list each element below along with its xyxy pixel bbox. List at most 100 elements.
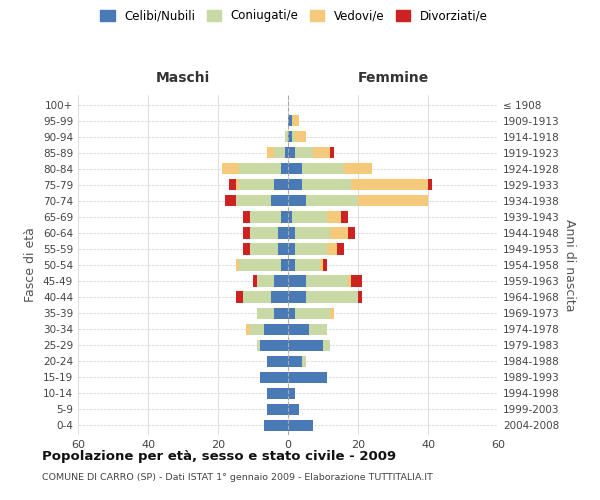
Bar	[288, 324, 309, 335]
Bar	[288, 388, 295, 399]
Bar	[267, 147, 274, 158]
Bar	[267, 388, 288, 399]
Bar	[428, 179, 431, 190]
Bar	[271, 292, 288, 302]
Bar	[239, 163, 281, 174]
Bar	[288, 340, 323, 351]
Text: COMUNE DI CARRO (SP) - Dati ISTAT 1° gennaio 2009 - Elaborazione TUTTITALIA.IT: COMUNE DI CARRO (SP) - Dati ISTAT 1° gen…	[42, 472, 433, 482]
Bar	[341, 212, 347, 222]
Bar	[302, 179, 351, 190]
Bar	[277, 244, 288, 254]
Bar	[288, 228, 295, 238]
Bar	[288, 212, 292, 222]
Bar	[330, 147, 334, 158]
Bar	[288, 308, 295, 318]
Bar	[295, 260, 320, 270]
Bar	[337, 244, 344, 254]
Bar	[326, 244, 337, 254]
Bar	[351, 179, 428, 190]
Bar	[295, 244, 326, 254]
Bar	[288, 372, 326, 383]
Bar	[221, 163, 239, 174]
Bar	[239, 260, 281, 270]
Bar	[295, 131, 305, 142]
Bar	[229, 179, 235, 190]
Bar	[235, 179, 239, 190]
Bar	[344, 163, 372, 174]
Bar	[257, 276, 274, 286]
Bar	[250, 244, 277, 254]
Bar	[257, 308, 274, 318]
Bar	[305, 276, 347, 286]
Bar	[288, 163, 302, 174]
Bar	[288, 244, 295, 254]
Bar	[295, 147, 313, 158]
Bar	[288, 292, 305, 302]
Bar	[242, 212, 250, 222]
Bar	[292, 131, 295, 142]
Y-axis label: Anni di nascita: Anni di nascita	[563, 219, 576, 311]
Bar	[281, 260, 288, 270]
Bar	[288, 195, 305, 206]
Bar	[239, 179, 274, 190]
Bar	[250, 228, 277, 238]
Bar	[326, 212, 341, 222]
Bar	[267, 356, 288, 367]
Bar	[250, 212, 281, 222]
Bar	[260, 372, 288, 383]
Bar	[288, 115, 292, 126]
Bar	[267, 404, 288, 415]
Bar	[309, 324, 326, 335]
Text: Maschi: Maschi	[156, 72, 210, 86]
Legend: Celibi/Nubili, Coniugati/e, Vedovi/e, Divorziati/e: Celibi/Nubili, Coniugati/e, Vedovi/e, Di…	[97, 6, 491, 26]
Bar	[253, 276, 257, 286]
Bar	[246, 324, 250, 335]
Bar	[242, 228, 250, 238]
Bar	[263, 420, 288, 431]
Bar	[225, 195, 235, 206]
Bar	[271, 195, 288, 206]
Bar	[288, 420, 313, 431]
Bar	[242, 244, 250, 254]
Bar	[284, 147, 288, 158]
Bar	[320, 260, 323, 270]
Bar	[323, 260, 326, 270]
Bar	[281, 163, 288, 174]
Bar	[288, 147, 295, 158]
Bar	[347, 228, 355, 238]
Bar	[235, 260, 239, 270]
Bar	[330, 308, 334, 318]
Y-axis label: Fasce di età: Fasce di età	[25, 228, 37, 302]
Bar	[260, 340, 288, 351]
Bar	[305, 195, 358, 206]
Bar	[281, 212, 288, 222]
Bar	[292, 212, 326, 222]
Bar	[250, 324, 263, 335]
Bar	[302, 356, 305, 367]
Bar	[274, 308, 288, 318]
Bar	[263, 324, 288, 335]
Text: Popolazione per età, sesso e stato civile - 2009: Popolazione per età, sesso e stato civil…	[42, 450, 396, 463]
Bar	[351, 276, 361, 286]
Bar	[274, 147, 284, 158]
Bar	[305, 292, 358, 302]
Bar	[288, 356, 302, 367]
Bar	[330, 228, 347, 238]
Bar	[288, 276, 305, 286]
Bar	[235, 195, 271, 206]
Bar	[288, 131, 292, 142]
Bar	[235, 292, 242, 302]
Bar	[288, 404, 299, 415]
Bar	[358, 195, 428, 206]
Bar	[323, 340, 330, 351]
Bar	[302, 163, 344, 174]
Bar	[284, 131, 288, 142]
Bar	[358, 292, 361, 302]
Bar	[295, 228, 330, 238]
Bar	[313, 147, 330, 158]
Bar	[347, 276, 351, 286]
Bar	[274, 179, 288, 190]
Bar	[277, 228, 288, 238]
Bar	[242, 292, 271, 302]
Bar	[274, 276, 288, 286]
